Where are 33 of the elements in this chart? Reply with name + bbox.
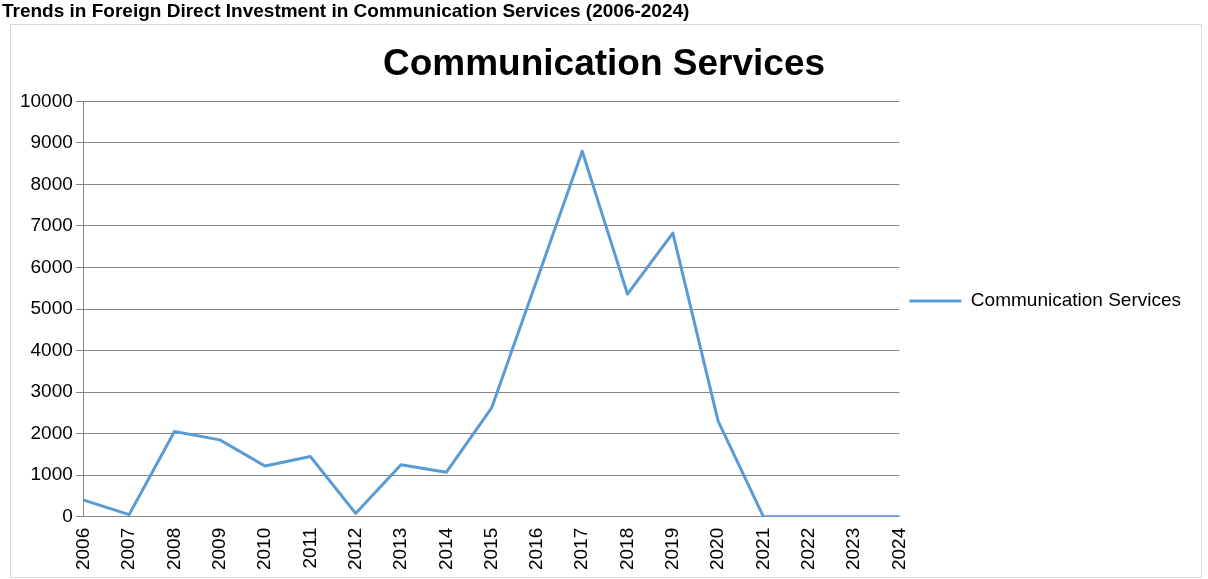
x-tick-label: 2008 — [162, 527, 184, 571]
text: Trends in Foreign Direct Investment in Communication Services (2006-2024) — [1, 0, 691, 22]
x-tick-label: 2018 — [615, 527, 637, 571]
x-tick-label: 2007 — [117, 527, 139, 571]
x-tick-label: 2020 — [706, 527, 728, 571]
x-tick-label: 2010 — [253, 527, 275, 571]
y-tick-label: 3000 — [30, 380, 73, 402]
y-tick-label: 7000 — [30, 214, 73, 236]
y-tick-label: 4000 — [30, 338, 73, 360]
legend-label: Communication Services — [970, 289, 1182, 311]
y-tick-label: 2000 — [30, 421, 73, 443]
y-tick-label: 1000 — [30, 463, 73, 485]
y-tick-label: 0 — [62, 504, 73, 526]
x-tick-label: 2017 — [570, 527, 592, 571]
x-tick-label: 2009 — [207, 527, 229, 571]
chart-title: Communication Services — [382, 42, 826, 84]
x-tick-label: 2006 — [72, 527, 94, 571]
y-tick-label: 6000 — [30, 255, 73, 277]
x-tick-label: 2013 — [389, 527, 411, 571]
x-tick-label: 2012 — [343, 527, 365, 571]
x-tick-label: 2022 — [796, 527, 818, 571]
x-tick-label: 2021 — [751, 527, 773, 571]
x-tick-label: 2019 — [661, 527, 683, 571]
y-tick-label: 8000 — [30, 172, 73, 194]
y-tick-label: 10000 — [19, 89, 73, 111]
x-tick-label: 2011 — [298, 527, 320, 569]
y-tick-label: 9000 — [30, 131, 73, 153]
x-tick-label: 2016 — [525, 527, 547, 571]
x-tick-label: 2024 — [887, 527, 909, 571]
y-tick-label: 5000 — [30, 297, 73, 319]
x-tick-label: 2023 — [842, 527, 864, 571]
x-tick-label: 2014 — [434, 527, 456, 571]
x-tick-label: 2015 — [479, 527, 501, 571]
